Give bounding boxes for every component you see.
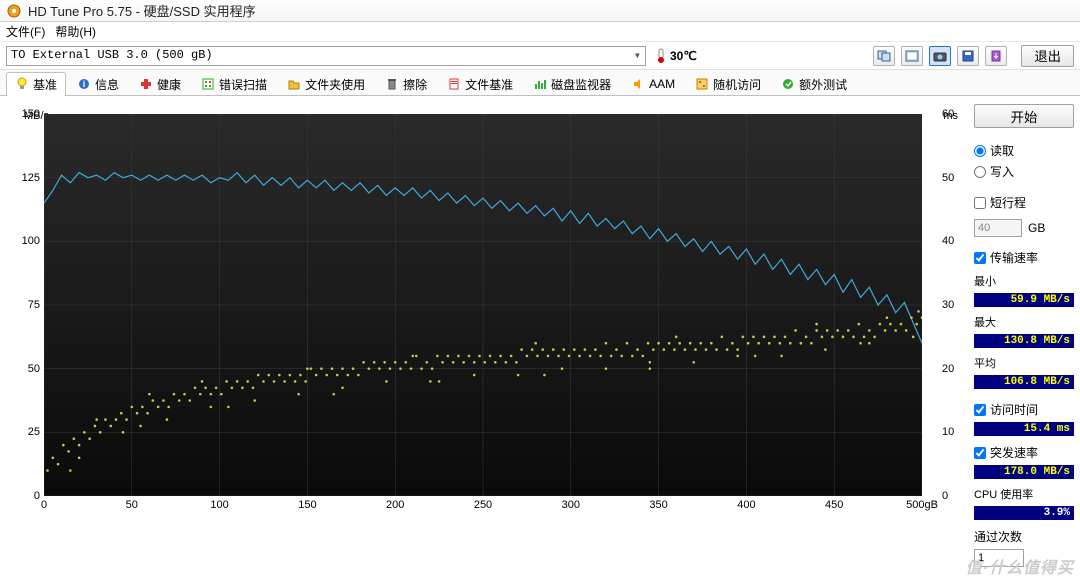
burst-rate-check[interactable]: 突发速率 xyxy=(974,444,1074,461)
tab-erase[interactable]: 擦除 xyxy=(376,72,436,96)
save-icon[interactable] xyxy=(957,46,979,66)
access-time-check[interactable]: 访问时间 xyxy=(974,401,1074,418)
device-toolbar: TO External USB 3.0 (500 gB) 30℃ 退出 xyxy=(0,42,1080,70)
passes-label: 通过次数 xyxy=(974,528,1022,545)
max-label: 最大 xyxy=(974,314,1074,330)
main-area: MB/s ms 02550751001251500102030405060050… xyxy=(0,96,1080,580)
temperature-display: 30℃ xyxy=(656,48,697,64)
burst-value: 178.0 MB/s xyxy=(974,465,1074,479)
tab-folder[interactable]: 文件夹使用 xyxy=(278,72,374,96)
transfer-rate-check[interactable]: 传输速率 xyxy=(974,249,1074,266)
file-icon xyxy=(447,77,461,91)
extra-icon xyxy=(781,77,795,91)
avg-value: 106.8 MB/s xyxy=(974,375,1074,389)
menu-bar: 文件(F) 帮助(H) xyxy=(0,22,1080,42)
tab-aam[interactable]: AAM xyxy=(622,73,684,94)
short-stroke-check[interactable]: 短行程 xyxy=(974,194,1074,211)
cpu-label: CPU 使用率 xyxy=(974,486,1074,502)
toolbar-icons: 退出 xyxy=(873,45,1074,67)
mode-write[interactable]: 写入 xyxy=(974,163,1074,180)
title-bar: HD Tune Pro 5.75 - 硬盘/SSD 实用程序 xyxy=(0,0,1080,22)
health-icon xyxy=(139,77,153,91)
info-icon: i xyxy=(77,77,91,91)
window-title: HD Tune Pro 5.75 - 硬盘/SSD 实用程序 xyxy=(28,1,256,20)
options-icon[interactable] xyxy=(985,46,1007,66)
erase-icon xyxy=(385,77,399,91)
screenshot-icon[interactable] xyxy=(929,46,951,66)
sidebar: 开始 读取 写入 短行程 GB 传输速率 最小 59.9 MB/s 最大 130… xyxy=(968,96,1080,580)
speaker-icon xyxy=(631,77,645,91)
tab-filebench[interactable]: 文件基准 xyxy=(438,72,522,96)
exit-button[interactable]: 退出 xyxy=(1021,45,1074,67)
chart-panel: MB/s ms 02550751001251500102030405060050… xyxy=(0,96,968,580)
tab-errorscan[interactable]: 错误扫描 xyxy=(192,72,276,96)
passes-input[interactable] xyxy=(974,549,1024,567)
cpu-value: 3.9% xyxy=(974,506,1074,520)
folder-icon xyxy=(287,77,301,91)
avg-label: 平均 xyxy=(974,355,1074,371)
scan-icon xyxy=(201,77,215,91)
random-icon xyxy=(695,77,709,91)
start-button[interactable]: 开始 xyxy=(974,104,1074,128)
tab-benchmark[interactable]: 基准 xyxy=(6,72,66,96)
monitor-icon xyxy=(533,77,547,91)
tab-strip: 基准 i信息 健康 错误扫描 文件夹使用 擦除 文件基准 磁盘监视器 AAM 随… xyxy=(0,70,1080,96)
device-select[interactable]: TO External USB 3.0 (500 gB) xyxy=(6,46,646,66)
lightbulb-icon xyxy=(15,77,29,91)
menu-file[interactable]: 文件(F) xyxy=(6,23,45,40)
short-stroke-input xyxy=(974,219,1022,237)
min-label: 最小 xyxy=(974,273,1074,289)
short-stroke-unit: GB xyxy=(1028,221,1045,235)
menu-help[interactable]: 帮助(H) xyxy=(55,23,96,40)
tab-info[interactable]: i信息 xyxy=(68,72,128,96)
tab-monitor[interactable]: 磁盘监视器 xyxy=(524,72,620,96)
copy-screenshot-icon[interactable] xyxy=(901,46,923,66)
mode-read[interactable]: 读取 xyxy=(974,142,1074,159)
min-value: 59.9 MB/s xyxy=(974,293,1074,307)
tab-health[interactable]: 健康 xyxy=(130,72,190,96)
copy-info-icon[interactable] xyxy=(873,46,895,66)
app-icon xyxy=(6,3,22,19)
chart-box: 0255075100125150010203040506005010015020… xyxy=(44,114,938,496)
temperature-value: 30℃ xyxy=(670,49,697,63)
svg-text:i: i xyxy=(83,79,86,89)
max-value: 130.8 MB/s xyxy=(974,334,1074,348)
access-value: 15.4 ms xyxy=(974,422,1074,436)
tab-extra[interactable]: 额外测试 xyxy=(772,72,856,96)
tab-random[interactable]: 随机访问 xyxy=(686,72,770,96)
